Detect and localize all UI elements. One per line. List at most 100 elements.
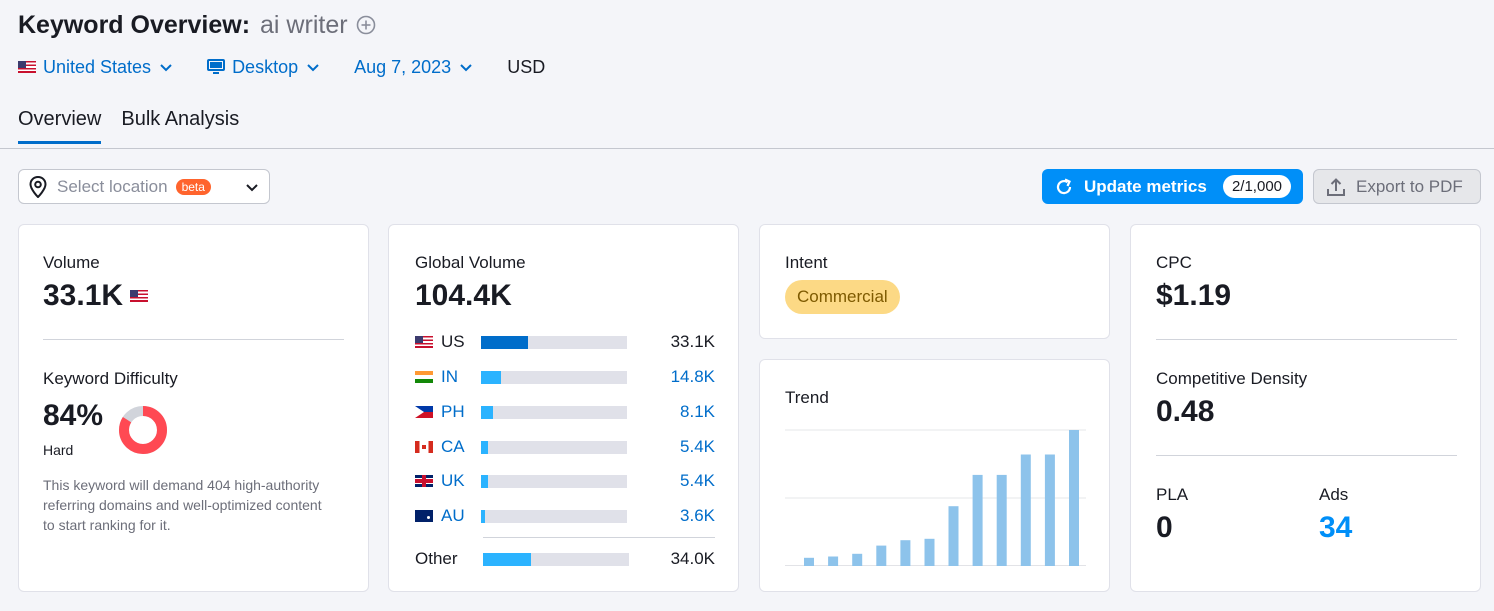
trend-bar[interactable] — [876, 545, 887, 566]
country-bar-fill — [481, 440, 489, 454]
country-row-in[interactable]: IN 14.8K — [415, 367, 715, 387]
refresh-icon — [1056, 177, 1072, 194]
other-label: Other — [415, 549, 458, 568]
country-code[interactable]: PH — [441, 402, 465, 421]
trend-bar[interactable] — [804, 557, 814, 566]
country-bar-fill — [481, 509, 486, 523]
country-bar — [481, 509, 627, 523]
device-filter-label: Desktop — [232, 56, 299, 77]
trend-bar[interactable] — [972, 474, 983, 566]
date-filter-label: Aug 7, 2023 — [354, 56, 452, 77]
upload-icon — [1327, 177, 1345, 196]
pla-value: 0 — [1156, 511, 1173, 544]
kd-label: Keyword Difficulty — [43, 369, 178, 388]
global-volume-card: Global Volume 104.4K US 33.1K IN 14.8K P… — [388, 224, 739, 592]
country-row-uk[interactable]: UK 5.4K — [415, 471, 715, 491]
canada-flag-icon — [415, 441, 433, 453]
update-metrics-button[interactable]: Update metrics 2/1,000 — [1042, 169, 1303, 204]
keyword-text: ai writer — [260, 10, 348, 39]
ads-label: Ads — [1319, 485, 1349, 504]
chevron-down-icon — [460, 64, 472, 72]
trend-bar[interactable] — [924, 538, 935, 566]
volume-value: 33.1K — [43, 279, 124, 312]
location-select[interactable]: Select location beta — [18, 169, 270, 204]
country-bar — [483, 552, 629, 566]
kd-description: This keyword will demand 404 high-author… — [43, 477, 322, 533]
intent-badge: Commercial — [785, 280, 900, 314]
update-count-badge: 2/1,000 — [1222, 175, 1291, 198]
country-code[interactable]: IN — [441, 367, 458, 386]
country-bar-fill — [481, 474, 489, 488]
export-pdf-label: Export to PDF — [1356, 176, 1463, 196]
export-pdf-button[interactable]: Export to PDF — [1313, 169, 1481, 204]
add-circle-icon[interactable] — [356, 15, 376, 35]
page-header: Keyword Overview: ai writer United State… — [18, 10, 545, 82]
country-filter[interactable]: United States — [18, 57, 173, 78]
tab-overview[interactable]: Overview — [18, 108, 102, 144]
country-row-ph[interactable]: PH 8.1K — [415, 402, 715, 422]
country-value[interactable]: 5.4K — [680, 471, 715, 490]
country-value[interactable]: 3.6K — [680, 506, 715, 525]
intent-card: Intent Commercial — [759, 224, 1110, 339]
chevron-down-icon — [160, 64, 172, 72]
country-code[interactable]: CA — [441, 437, 465, 456]
trend-card: Trend — [759, 359, 1110, 592]
card-divider — [1156, 455, 1457, 456]
country-bar — [481, 335, 627, 349]
kd-level: Hard — [43, 442, 74, 458]
device-filter[interactable]: Desktop — [207, 57, 320, 78]
ads-value[interactable]: 34 — [1319, 511, 1353, 544]
trend-bar[interactable] — [1020, 454, 1031, 567]
philippines-flag-icon — [415, 406, 433, 418]
country-row-au[interactable]: AU 3.6K — [415, 506, 715, 526]
country-code: US — [441, 332, 465, 351]
country-row-other: Other 34.0K — [415, 549, 715, 569]
tab-bar: Overview Bulk Analysis — [18, 108, 259, 144]
country-value[interactable]: 5.4K — [680, 437, 715, 456]
india-flag-icon — [415, 371, 433, 383]
location-pin-icon — [29, 175, 47, 198]
chevron-down-icon — [246, 183, 258, 191]
kd-value: 84% — [43, 399, 104, 432]
uk-flag-icon — [415, 475, 433, 487]
density-value: 0.48 — [1156, 395, 1215, 428]
trend-chart — [785, 429, 1086, 567]
currency-label: USD — [507, 56, 546, 77]
country-code[interactable]: UK — [441, 471, 465, 490]
country-bar — [481, 440, 627, 454]
country-bar-fill — [481, 405, 493, 419]
trend-label: Trend — [785, 388, 829, 407]
desktop-icon — [207, 59, 226, 74]
other-value: 34.0K — [670, 549, 715, 568]
kd-donut-chart — [119, 406, 167, 454]
trend-bar[interactable] — [852, 553, 863, 566]
country-code[interactable]: AU — [441, 506, 465, 525]
us-flag-icon — [18, 61, 36, 73]
trend-bar[interactable] — [900, 540, 911, 566]
trend-bar[interactable] — [828, 556, 839, 567]
kd-donut-fill — [119, 406, 167, 454]
trend-bar[interactable] — [948, 506, 959, 566]
density-label: Competitive Density — [1156, 369, 1308, 388]
country-bar — [481, 370, 627, 384]
global-volume-label: Global Volume — [415, 253, 526, 272]
intent-label: Intent — [785, 253, 828, 272]
global-volume-value: 104.4K — [415, 279, 512, 312]
cpc-label: CPC — [1156, 253, 1192, 272]
country-value[interactable]: 8.1K — [680, 402, 715, 421]
trend-bar[interactable] — [1069, 430, 1079, 566]
country-row-ca[interactable]: CA 5.4K — [415, 437, 715, 457]
trend-bar[interactable] — [1044, 454, 1055, 567]
tab-divider — [0, 148, 1494, 149]
tab-bulk-analysis[interactable]: Bulk Analysis — [121, 108, 240, 130]
beta-badge: beta — [175, 178, 211, 195]
country-bar — [481, 405, 627, 419]
country-bar — [481, 474, 627, 488]
date-filter[interactable]: Aug 7, 2023 — [354, 57, 473, 78]
country-bar-fill — [481, 370, 502, 384]
country-bar-fill — [481, 335, 528, 349]
country-value[interactable]: 14.8K — [670, 367, 715, 386]
location-placeholder: Select location — [57, 176, 168, 196]
trend-bar[interactable] — [996, 474, 1007, 566]
us-flag-icon — [130, 290, 149, 302]
